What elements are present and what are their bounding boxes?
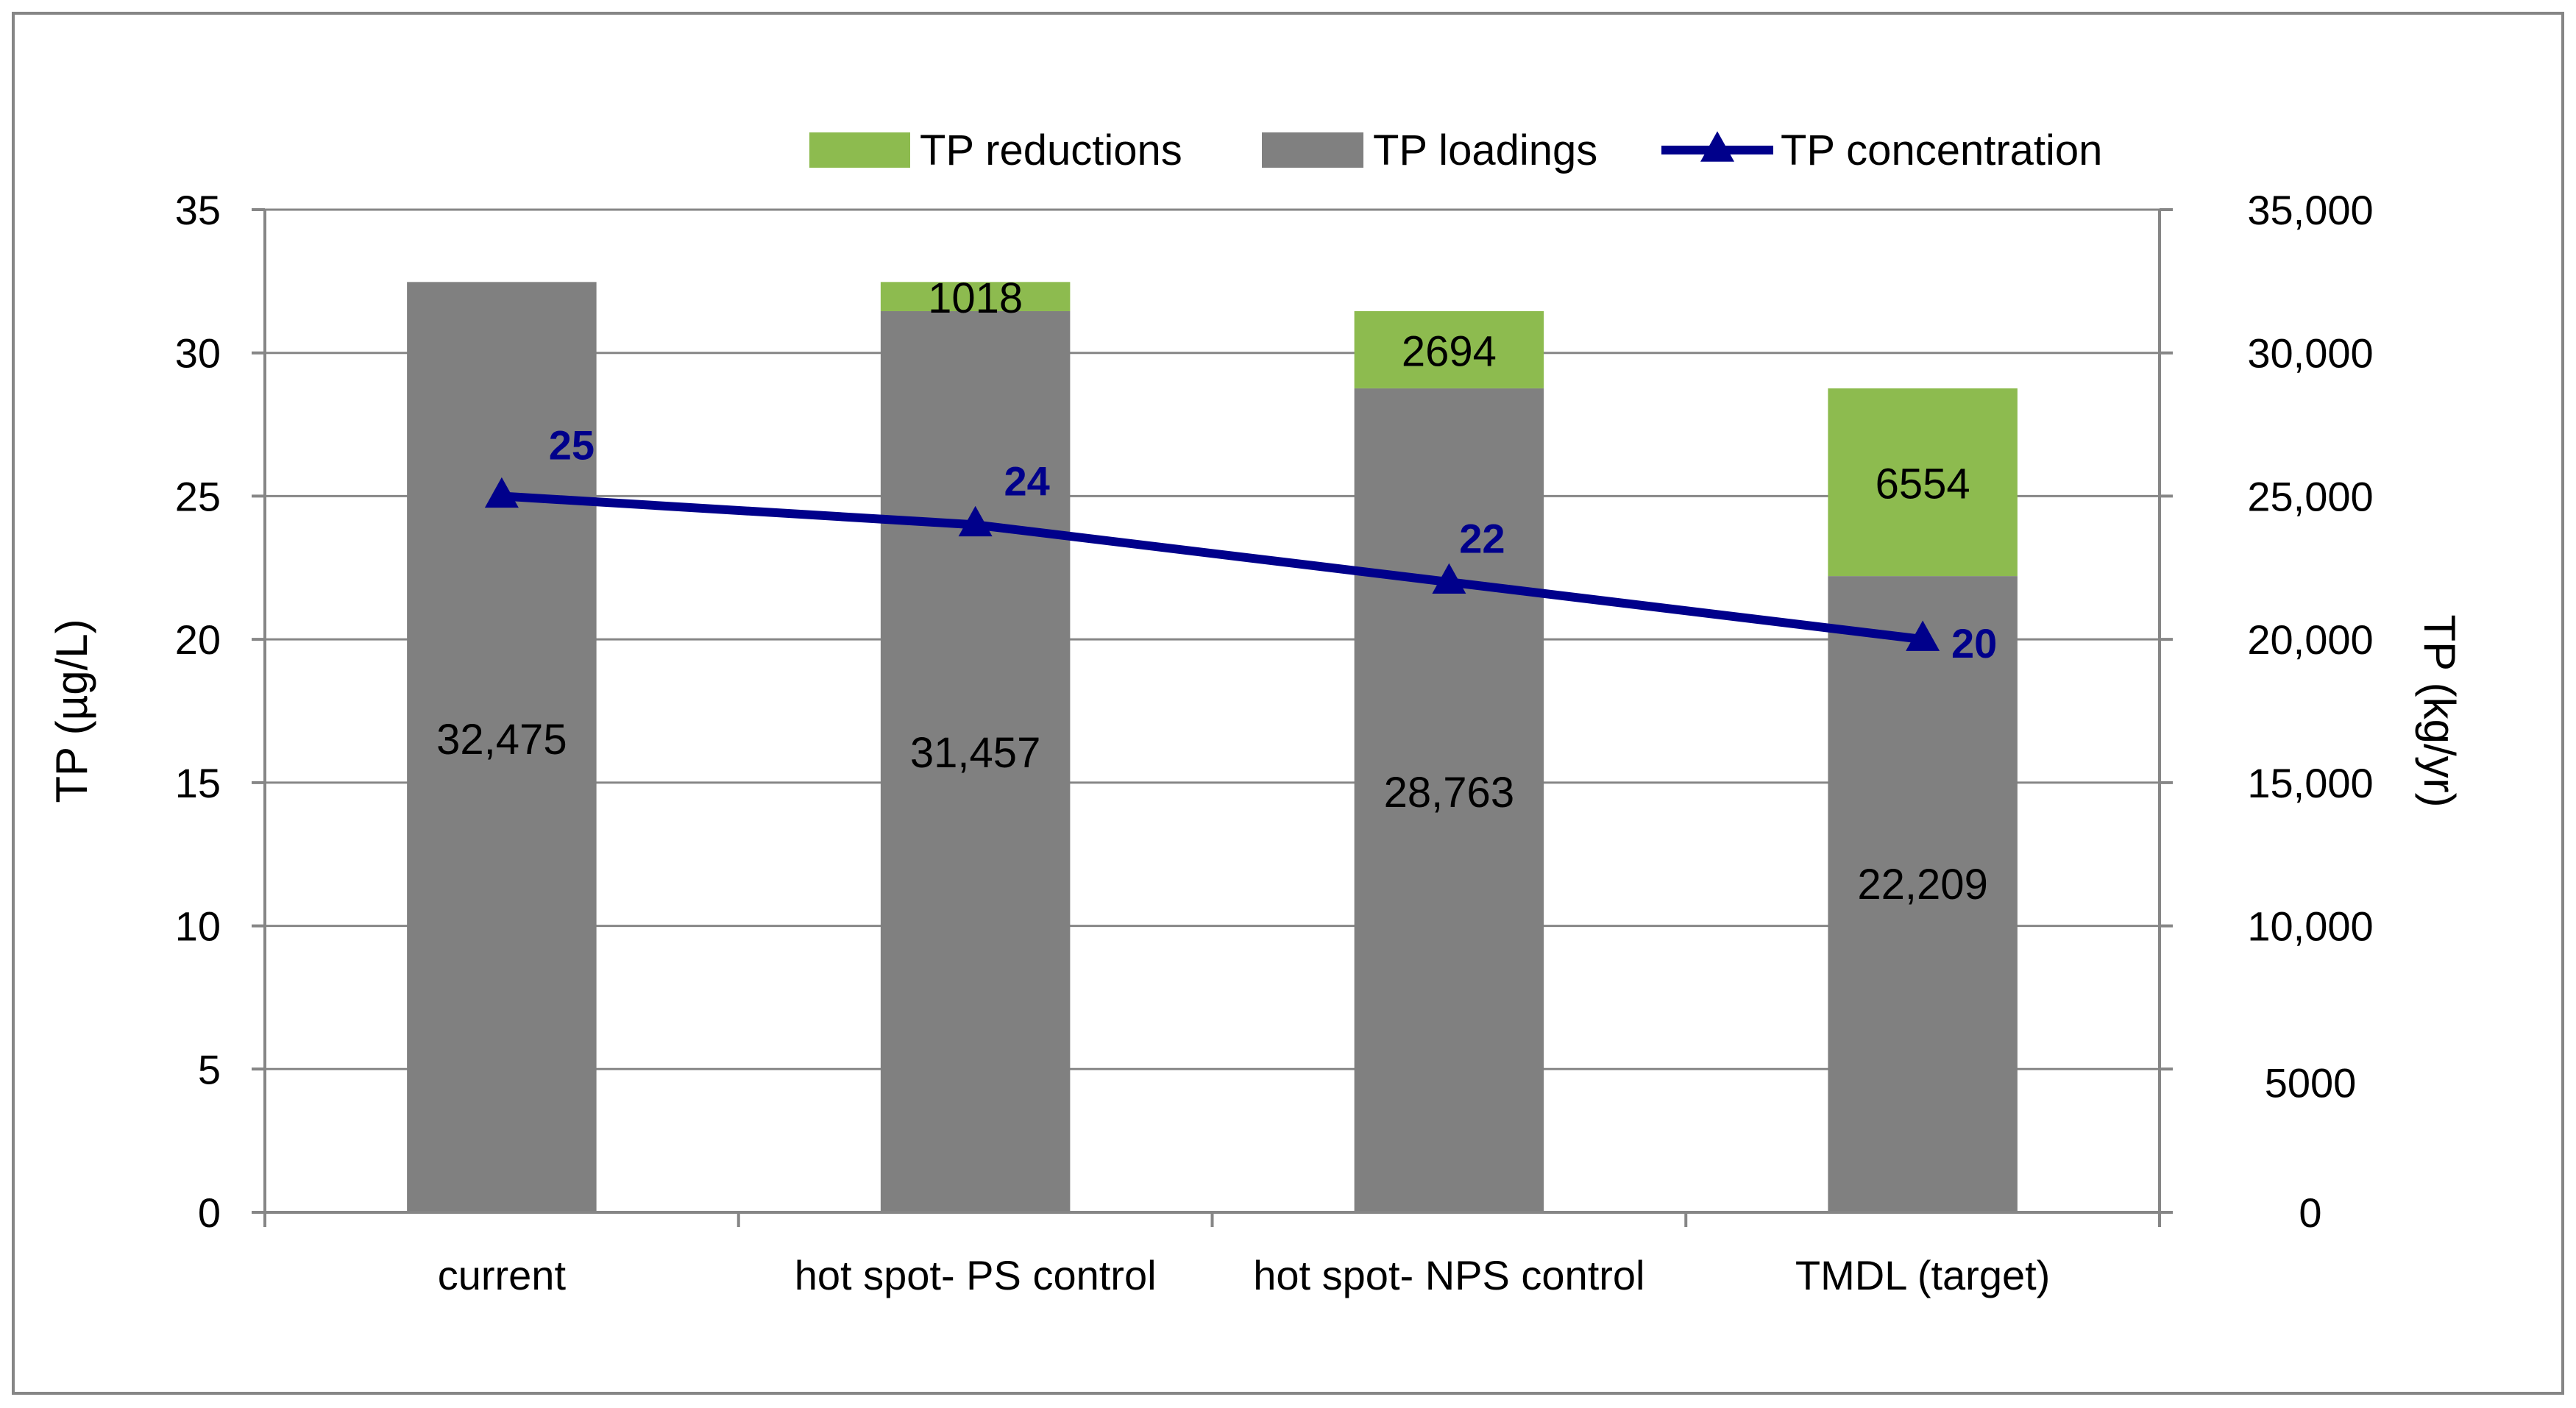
tp-reductions-label: 6554 [1876,461,1970,508]
y-right-tick-label: 35,000 [2247,187,2373,233]
bar-tp-loadings [407,282,597,1213]
y-right-tick-label: 10,000 [2247,903,2373,950]
x-tick-label: hot spot- PS control [795,1252,1157,1298]
y-right-tick-label: 5000 [2265,1059,2357,1106]
legend-swatch-tp-reductions [809,132,910,168]
y-left-tick-label: 25 [175,473,221,519]
bar-tp-loadings [1828,576,2018,1212]
tp-loadings-label: 28,763 [1384,769,1514,817]
y-right-tick-label: 25,000 [2247,473,2373,519]
legend-swatch-tp-loadings [1262,132,1363,168]
tp-concentration-marker [484,477,519,508]
legend-label-tp-concentration: TP concentration [1781,127,2102,174]
tp-concentration-label: 24 [1004,458,1049,504]
y-axis-right-title: TP (kg/yr) [2415,614,2464,807]
y-right-tick-label: 20,000 [2247,616,2373,663]
y-left-tick-label: 35 [175,187,221,233]
y-right-tick-label: 0 [2299,1190,2321,1236]
y-right-tick-label: 15,000 [2247,760,2373,806]
y-left-tick-label: 30 [175,330,221,377]
y-left-tick-label: 15 [175,760,221,806]
bar-tp-loadings [1354,388,1544,1212]
legend-marker-tp-concentration [1700,131,1734,162]
data-labels: 25 24 22 20 32,475 31,457 28,763 22,209 1018 2694… [436,274,1997,909]
tp-concentration-line [501,491,1923,644]
tp-concentration-label: 20 [1951,620,1997,666]
y-axis-left-title: TP (µg/L) [47,619,96,803]
tp-reductions-label: 1018 [928,274,1023,322]
y-left-tick-label: 5 [198,1046,221,1092]
tp-concentration-label: 25 [549,422,595,468]
tp-loadings-label: 31,457 [910,729,1040,777]
chart-frame [12,12,2564,1395]
tp-concentration-marker [1432,563,1466,594]
bar-tp-reductions [880,282,1071,311]
legend: TP reductions TP loadings TP concentration [809,127,2102,174]
tp-loadings-label: 32,475 [436,716,567,764]
y-left-tick-label: 20 [175,616,221,663]
y-right-tick-label: 30,000 [2247,330,2373,377]
tp-reductions-label: 2694 [1402,327,1497,375]
bar-tp-loadings [880,310,1071,1212]
y-left-tick-label: 10 [175,903,221,950]
concentration-line [484,477,1940,651]
x-tick-label: current [438,1252,567,1298]
x-tick-label: TMDL (target) [1795,1252,2050,1298]
tp-concentration-label: 22 [1459,515,1505,561]
tp-loadings-label: 22,209 [1857,861,1987,909]
y-left-tick-label: 0 [198,1190,221,1236]
legend-label-tp-loadings: TP loadings [1373,127,1597,174]
bars [407,282,2018,1213]
tp-concentration-marker [1906,620,1940,651]
axes: 0 5 10 15 20 25 30 35 0 5000 10,000 15,000 20,000 25,… [47,187,2464,1298]
tp-concentration-marker [958,505,993,537]
bar-tp-reductions [1828,388,2018,577]
bar-tp-reductions [1354,310,1544,388]
x-tick-label: hot spot- NPS control [1253,1252,1644,1298]
legend-label-tp-reductions: TP reductions [920,127,1182,174]
